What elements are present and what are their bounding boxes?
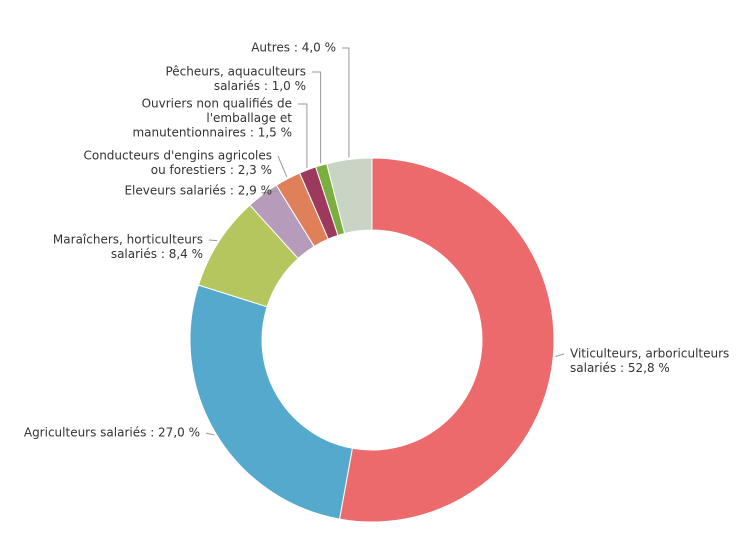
slice-label: salariés : 52,8 % — [570, 361, 670, 375]
leader-line — [277, 155, 288, 178]
slice-label: Eleveurs salariés : 2,9 % — [124, 184, 272, 198]
slice-label: Agriculteurs salariés : 27,0 % — [24, 426, 200, 440]
slice-label: Maraîchers, horticulteurs — [53, 233, 203, 247]
slice-label: Viticulteurs, arboriculteurs — [570, 347, 729, 361]
leader-line — [312, 71, 322, 164]
slice-label: salariés : 1,0 % — [214, 79, 306, 93]
leader-line — [555, 353, 565, 357]
slice-label: Pêcheurs, aquaculteurs — [165, 65, 306, 79]
slice — [338, 157, 555, 523]
slice-label: l'emballage et — [206, 111, 292, 125]
slice-label: manutentionnaires : 1,5 % — [132, 126, 292, 140]
slice-label: Autres : 4,0 % — [251, 41, 336, 55]
leader-line — [298, 103, 308, 168]
leader-line — [205, 432, 215, 436]
slice-label: Conducteurs d'engins agricoles — [83, 149, 272, 163]
slice — [326, 157, 373, 235]
leader-line — [261, 190, 279, 194]
leader-line — [342, 47, 350, 158]
slice-label: ou forestiers : 2,3 % — [151, 163, 272, 177]
slice-label: salariés : 8,4 % — [111, 247, 203, 261]
slice — [189, 284, 353, 520]
slice-label: Ouvriers non qualifiés de — [142, 97, 292, 111]
leader-line — [208, 239, 218, 242]
